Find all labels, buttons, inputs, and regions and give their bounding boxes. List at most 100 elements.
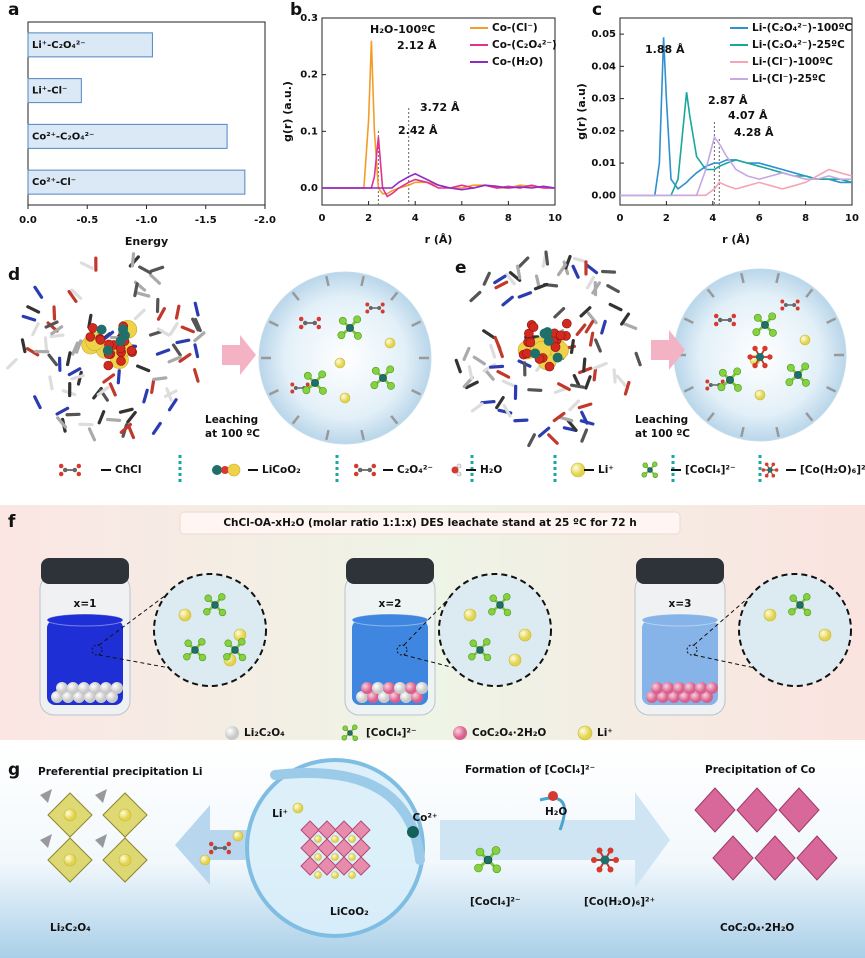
atom	[199, 854, 211, 866]
atom	[203, 608, 211, 616]
atom	[371, 471, 377, 477]
stick	[193, 343, 200, 359]
stick	[152, 376, 168, 381]
atom	[701, 691, 713, 703]
jar-label: x=1	[74, 598, 97, 610]
stick	[600, 319, 607, 335]
atom	[496, 601, 504, 609]
atom	[365, 309, 370, 314]
atom	[111, 682, 123, 694]
atom	[518, 628, 532, 642]
stick	[508, 271, 522, 282]
zoom-line	[403, 591, 456, 646]
atom	[371, 366, 380, 375]
annotation: 2.42 Å	[398, 124, 438, 137]
atom	[780, 299, 785, 304]
octahedron	[317, 856, 337, 876]
atom	[334, 357, 346, 369]
stick	[573, 256, 588, 264]
stick	[569, 338, 575, 355]
stick	[585, 263, 599, 275]
zoom-circle	[438, 573, 552, 687]
atom	[463, 608, 477, 622]
stick	[133, 282, 139, 298]
atom	[753, 313, 762, 322]
stick	[116, 369, 121, 385]
stick	[20, 338, 27, 354]
stick	[585, 275, 596, 290]
atom	[352, 724, 358, 730]
atom	[387, 382, 395, 390]
annotation: 4.07 Å	[728, 109, 768, 122]
atom	[543, 335, 554, 346]
stick	[136, 364, 151, 373]
atom	[232, 830, 244, 842]
atom	[468, 653, 476, 661]
atom	[380, 302, 385, 307]
cap	[40, 789, 52, 803]
atom	[453, 726, 467, 740]
atom	[651, 682, 663, 694]
atom	[337, 331, 346, 340]
stick	[515, 264, 522, 280]
atom	[400, 691, 412, 703]
stick	[552, 411, 566, 423]
atom	[720, 379, 725, 384]
atom	[761, 321, 769, 329]
stick	[462, 346, 471, 362]
leaching-label: Leaching	[205, 414, 258, 426]
atom	[786, 363, 795, 372]
stick	[547, 433, 559, 445]
atom	[769, 329, 777, 337]
atom	[87, 323, 98, 333]
x-tick-label: 8	[802, 213, 809, 224]
atom	[342, 725, 348, 731]
y-tick-label: 0.02	[591, 126, 616, 137]
stick	[517, 291, 533, 299]
atom	[548, 791, 558, 801]
stick	[564, 254, 572, 270]
atom	[544, 361, 555, 372]
atom	[792, 303, 797, 307]
jar-cap	[346, 558, 434, 584]
stick	[149, 273, 162, 285]
atom	[591, 857, 597, 863]
x-tick-label: 6	[458, 213, 465, 224]
atom	[771, 473, 776, 478]
panel-label: d	[8, 265, 20, 285]
stick	[56, 416, 68, 429]
octahedron	[694, 787, 736, 833]
stick	[706, 288, 715, 298]
x-tick-label: 10	[845, 213, 859, 224]
atom	[795, 306, 800, 311]
atom	[227, 463, 241, 477]
atom	[788, 608, 796, 616]
stick	[130, 252, 136, 268]
stick	[593, 361, 608, 370]
atom	[789, 594, 797, 602]
y-axis-label: g(r) (a.u.)	[281, 81, 294, 142]
stick	[513, 418, 529, 423]
stick	[178, 352, 192, 363]
atom	[705, 386, 710, 391]
atom	[298, 324, 304, 330]
stick	[43, 336, 49, 352]
atom	[356, 691, 368, 703]
stick	[620, 312, 631, 326]
panel-label: b	[290, 0, 302, 20]
banner	[179, 511, 681, 535]
stick	[191, 317, 200, 332]
atom	[503, 608, 512, 617]
atom	[357, 467, 363, 473]
atom	[292, 802, 304, 814]
bar	[27, 123, 228, 149]
x-axis-label: Energy	[125, 235, 168, 248]
diagram-label: [Co(H₂O)₆]²⁺	[584, 896, 655, 908]
atom	[303, 371, 312, 380]
legend-label: [CoCl₄]²⁻	[366, 727, 417, 739]
bar	[27, 78, 82, 104]
stick	[26, 305, 41, 314]
octahedron	[778, 787, 820, 833]
panel-label: f	[8, 512, 16, 532]
atom	[117, 324, 128, 335]
